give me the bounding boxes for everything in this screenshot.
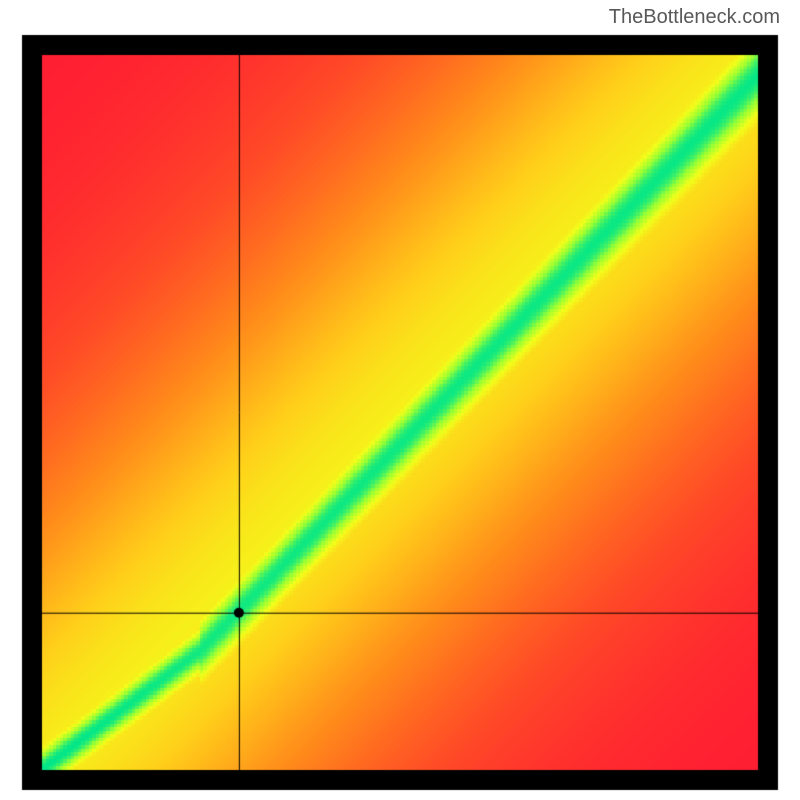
bottleneck-heatmap: [0, 0, 800, 800]
chart-container: TheBottleneck.com: [0, 0, 800, 800]
attribution-text: TheBottleneck.com: [609, 6, 780, 29]
